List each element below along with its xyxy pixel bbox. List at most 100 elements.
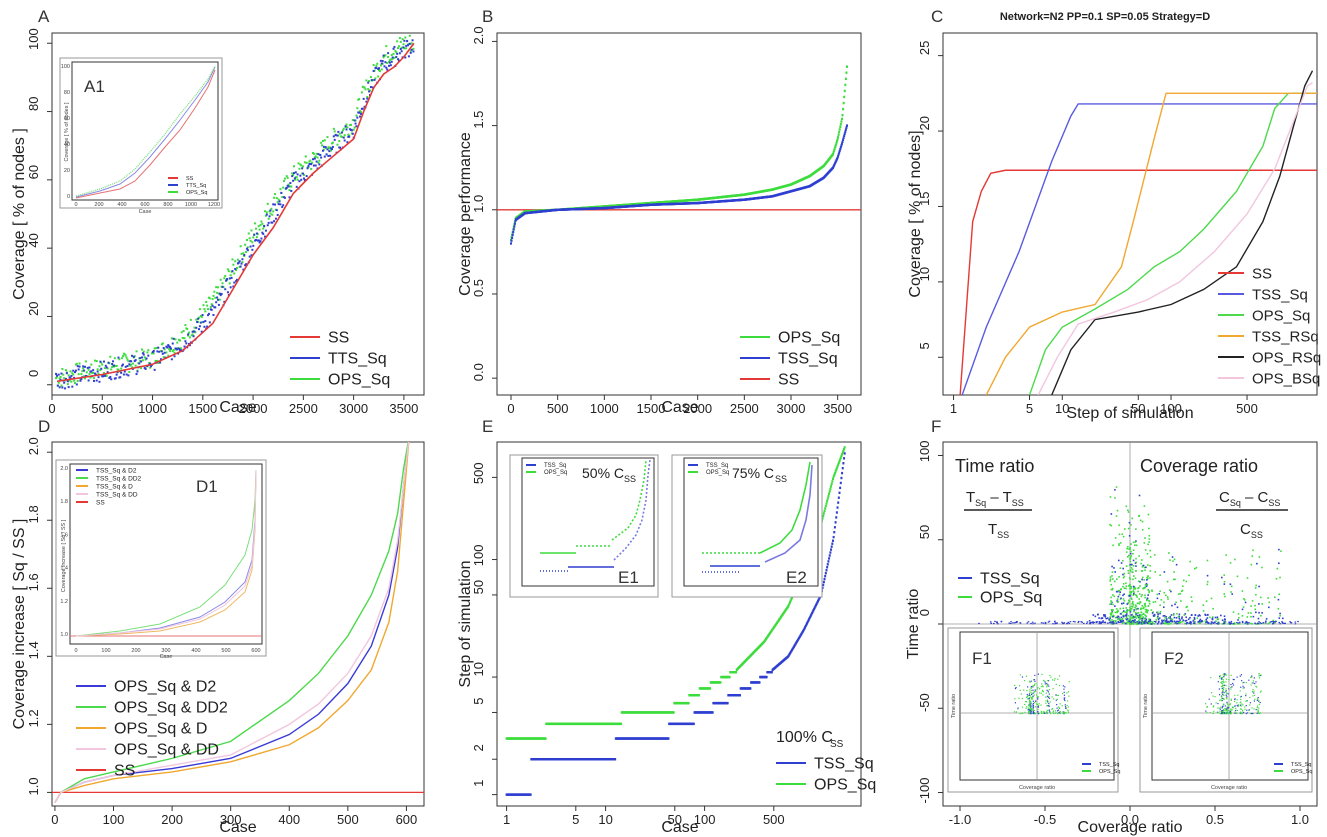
dot-ops_sq [1231,623,1234,625]
dot-ops_sq [1114,537,1117,539]
dot-ops_sq [1125,582,1127,584]
inset-dot-tss_sq [1030,705,1032,707]
dot-ops_sq [118,358,121,361]
dot-ops_sq [1204,620,1207,623]
inset-label-f1: F1 [972,649,992,668]
dot-ops_sq [389,58,392,61]
dot-ops_sq [1121,533,1124,535]
inset-dot-ops_sq [1043,680,1045,682]
inset-e2-sub: SS [775,474,787,484]
dot-ops_sq [1241,615,1244,617]
dot-ops_sq [1135,623,1138,625]
dot-tss_sq [1120,597,1122,600]
dot-ops_sq [271,213,274,216]
dot-ops_sq [829,487,832,491]
dot-tts_sq [346,141,349,144]
dot-tss_sq [1189,620,1192,623]
dot-ops_sq [240,252,243,255]
inset-dot-ops_sq [1049,674,1051,677]
dot-ops_sq [1250,612,1252,614]
dot-ops_sq [1152,611,1154,613]
dot-tts_sq [379,59,382,62]
dot-ops_sq [1272,619,1275,622]
dot-ops_sq [1255,584,1257,587]
y-tick-label-e: 50 [471,580,486,594]
inset-dot-ops_sq [1057,694,1059,697]
dot-tss_sq [838,149,841,153]
dot-ops_sq [112,365,115,368]
dot-ops_sq [57,381,60,384]
inset-dot-ops_sq [1054,678,1056,680]
dot-ops_sq [1148,619,1151,621]
dot-tts_sq [317,153,320,156]
inset-dot-ops_sq [1225,712,1227,715]
dot-ops_sq [98,365,101,368]
dot-ops_sq [73,379,76,382]
dot-ops_sq [1146,610,1148,613]
dot-tts_sq [98,380,101,383]
dot-ops_sq [248,237,251,240]
dot-tss_sq [1185,619,1188,622]
dot-ops_sq [1180,621,1182,623]
inset-x-tick-label-d1: 500 [221,648,230,654]
dot-tss_sq [1111,621,1113,623]
inset-x-tick-label-a1: 0 [74,202,77,208]
dot-tss_sq [1199,620,1201,623]
inset-dot-ops_sq [1021,712,1023,714]
inset-dot-ops_sq [1230,674,1232,676]
dot-ops_sq [264,210,267,213]
dot-ops_sq [391,57,394,60]
dot-tss_sq [514,219,517,223]
inset-dot-ops_sq [1233,700,1236,703]
dot-tss_sq [843,132,846,135]
dot-ops_sq [298,167,301,170]
dot-tts_sq [225,279,228,282]
dot-ops_sq [1134,615,1136,618]
dot-ops_sq [1163,619,1166,621]
dot-ops_sq [1144,594,1146,597]
dot-ops_sq [1111,588,1114,591]
inset-dot-ops_sq [1225,708,1227,710]
dot-tss_sq [831,542,834,545]
dot-ops_sq [1116,509,1119,512]
dot-tss_sq [1241,621,1244,624]
dot-tts_sq [281,205,284,208]
dot-tss_sq [824,574,827,578]
dot-ops_sq [153,347,156,350]
dot-ops_sq [1122,598,1125,600]
inset-dot-ops_sq [1024,680,1026,682]
inset-dot-ops_sq [1066,712,1068,714]
inset-dot-ops_sq [1059,712,1062,715]
dot-ops_sq [825,502,828,505]
inset-dot-ops_sq [1250,676,1252,679]
dot-tss_sq [1156,623,1159,625]
dot-tts_sq [110,378,113,381]
inset-dot-tss_sq [1047,700,1049,702]
dot-ops_sq [1237,613,1240,615]
dot-tts_sq [250,254,253,257]
dot-tss_sq [1248,622,1250,624]
legend-label: SS [186,176,194,182]
dot-tss_sq [1174,603,1176,606]
dot-tss_sq [1120,602,1123,605]
dot-tss_sq [1212,622,1215,624]
dot-tss_sq [1121,620,1124,623]
dot-ops_sq [1125,587,1127,590]
dot-tts_sq [331,148,334,151]
inset-dot-tss_sq [1218,694,1221,696]
dot-ops_sq [262,227,265,230]
dot-tss_sq [1257,617,1260,620]
inset-dot-ops_sq [1251,676,1253,678]
dot-ops_sq [833,472,836,475]
inset-dot-tss_sq [1044,712,1046,715]
legend-label: TSS_Sq [1252,286,1308,303]
dot-ops_sq [1147,575,1149,577]
dot-tts_sq [402,46,405,49]
dot-ops_sq [1148,538,1151,540]
legend-label: OPS_Sq & D2 [114,679,216,696]
dot-ops_sq [1144,586,1146,589]
dot-tss_sq [1109,617,1111,620]
inset-dot-tss_sq [1058,711,1060,714]
dot-ops_sq [1134,541,1137,543]
dot-ops_sq [75,362,78,365]
